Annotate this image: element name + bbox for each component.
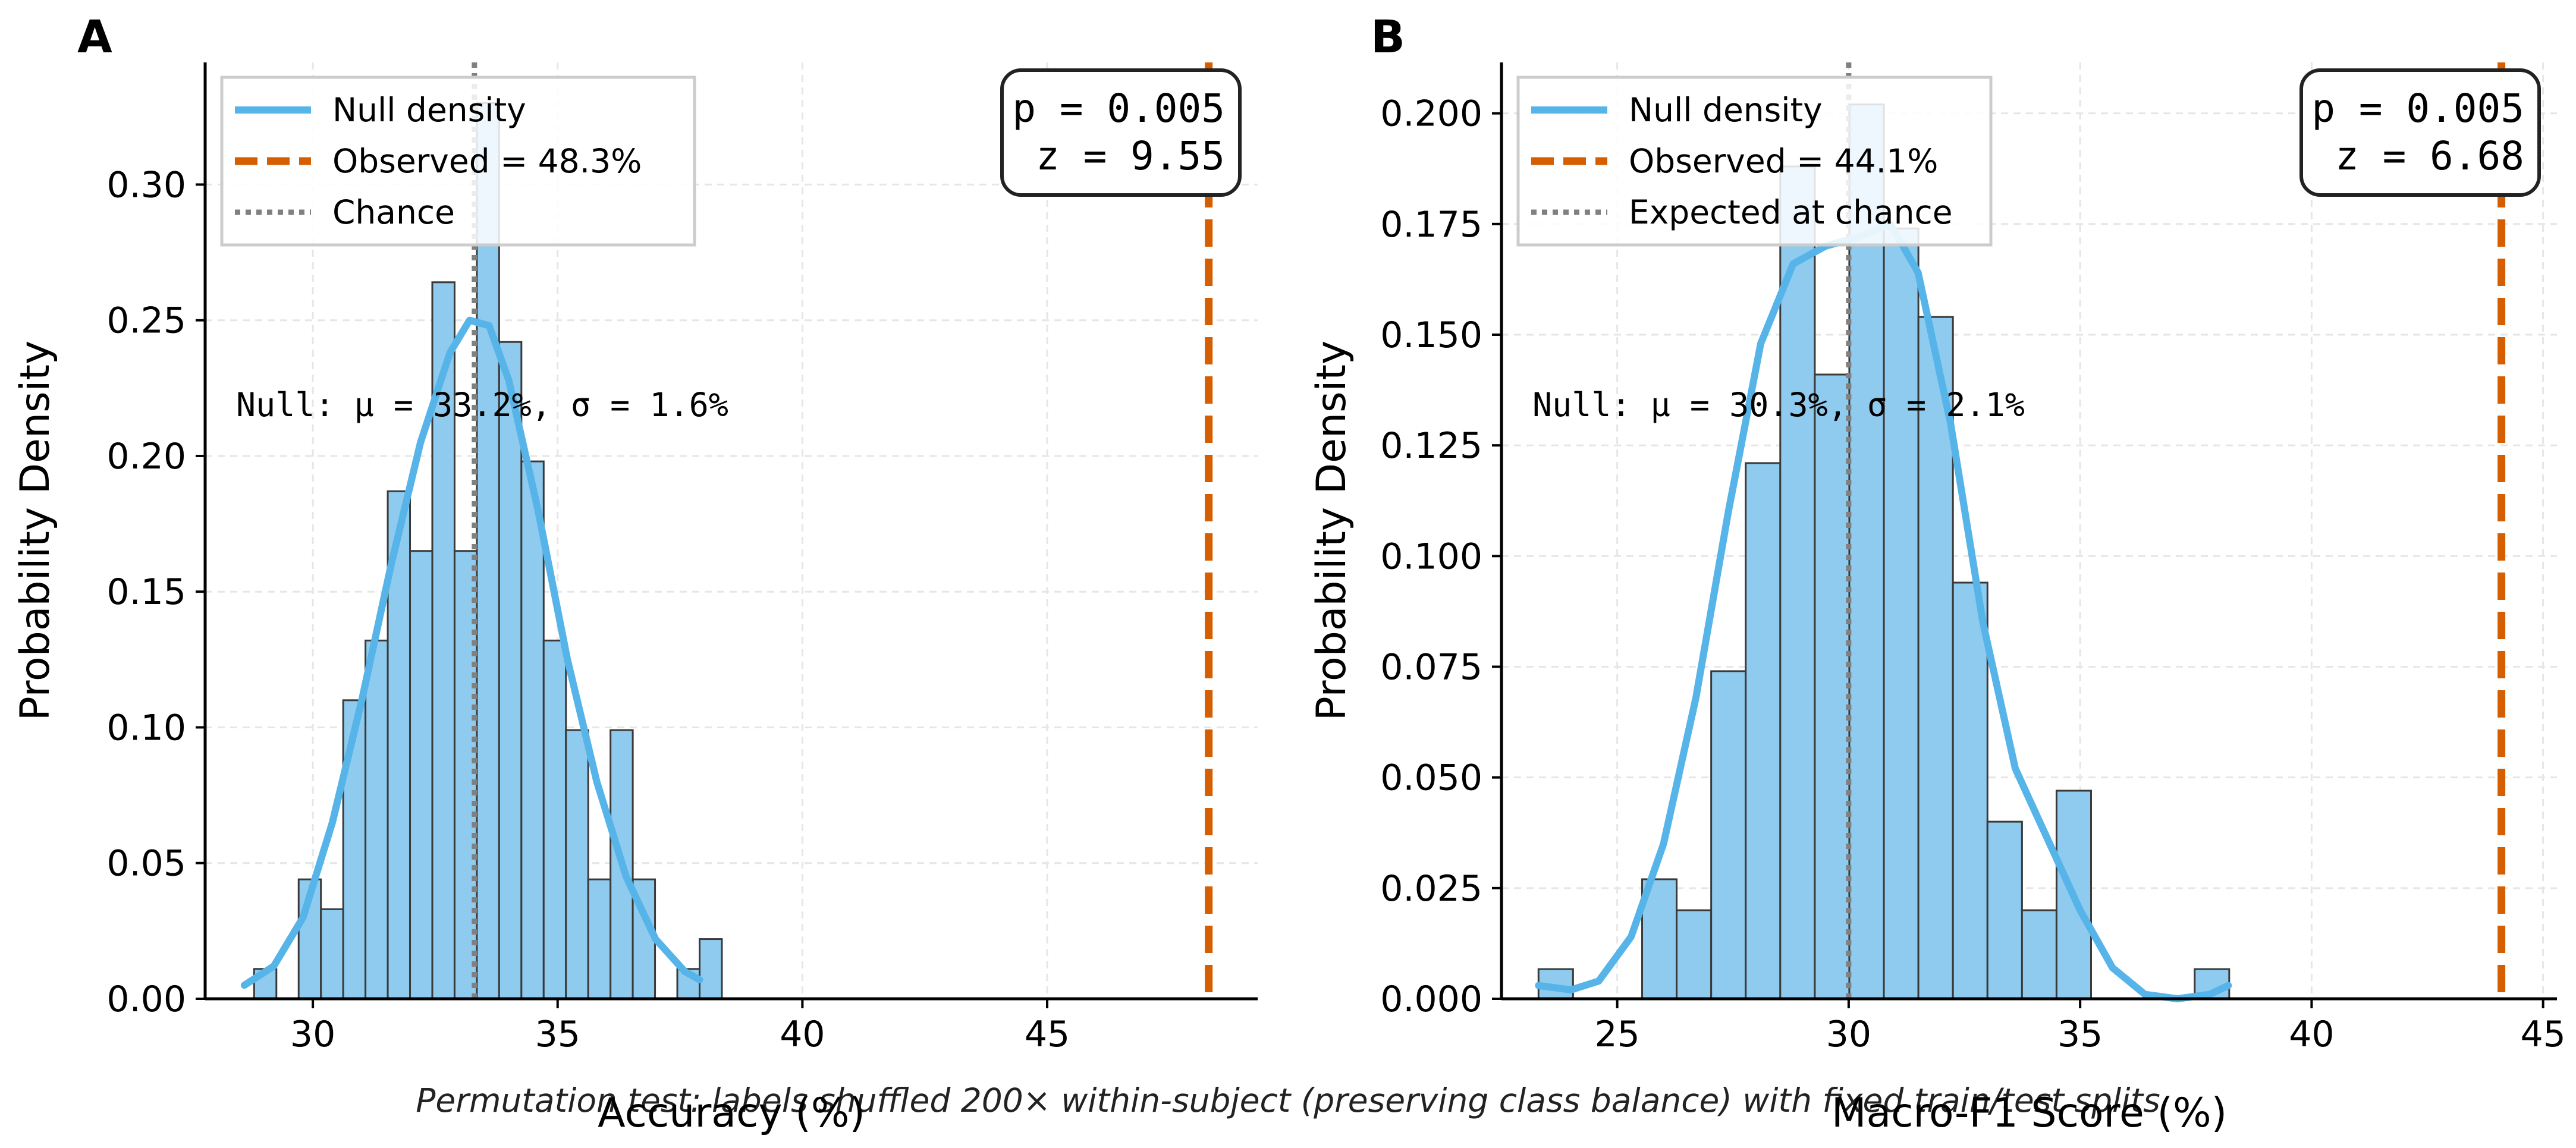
histogram-bar	[365, 639, 389, 1000]
p-value-text: p = 0.005	[1012, 86, 1225, 131]
x-tick-label: 30	[1826, 1014, 1871, 1055]
legend-chance-label: Chance	[332, 193, 455, 231]
legend: Null density Observed = 44.1% Expected at …	[1516, 76, 1993, 247]
y-tick-label: 0.00	[106, 979, 186, 1020]
histogram-bar	[476, 102, 500, 1000]
histogram-bar	[542, 639, 567, 1000]
null-stats-annotation: Null: μ = 33.2%, σ = 1.6%	[236, 386, 728, 424]
y-tick-label: 0.000	[1380, 979, 1482, 1020]
y-axis-label: Probability Density	[1308, 341, 1355, 721]
y-tick-label: 0.050	[1380, 757, 1482, 799]
z-score-text: z = 6.68	[2335, 133, 2524, 179]
histogram-bar	[1883, 227, 1920, 1000]
legend: Null density Observed = 48.3% Chance	[220, 76, 696, 247]
histogram-bar	[520, 460, 545, 1000]
null-density-curve	[240, 316, 703, 989]
y-tick-label: 0.25	[106, 300, 186, 342]
figure-caption: Permutation test: labels shuffled 200× w…	[416, 1081, 2160, 1119]
legend-chance-label: Expected at chance	[1629, 193, 1953, 231]
histogram-bar	[565, 729, 589, 1000]
stats-box-frame	[2299, 68, 2541, 197]
y-tick-label: 0.175	[1380, 204, 1482, 246]
x-tick-label: 40	[2289, 1014, 2334, 1055]
panel-letter: B	[1371, 10, 1405, 63]
histogram-bar	[320, 908, 344, 1000]
y-tick-label: 0.150	[1380, 314, 1482, 356]
panel-b: B 25 30 35 40 45 0.000 0.025 0.050 0.075 0.100 0.12…	[1308, 10, 2566, 1137]
histogram-bar	[2021, 909, 2057, 1000]
y-tick-label: 0.15	[106, 571, 186, 613]
histogram-bar	[2055, 790, 2093, 1000]
y-tick-label: 0.20	[106, 436, 186, 477]
x-tick-label: 30	[290, 1014, 335, 1055]
y-axis-label: Probability Density	[12, 341, 59, 721]
panel-a: A 30 35 40 45 0.00 0.05 0.10 0.15 0.20 0.25 0.30 Acc…	[12, 10, 1258, 1137]
y-tick-label: 0.05	[106, 843, 186, 885]
histogram-bar	[1952, 581, 1988, 1000]
histogram-bar	[1676, 909, 1713, 1000]
legend-density-label: Null density	[1629, 91, 1823, 129]
x-tick-label: 45	[2520, 1014, 2565, 1055]
null-stats-annotation: Null: μ = 30.3%, σ = 2.1%	[1532, 386, 2025, 424]
x-tick-label: 25	[1594, 1014, 1639, 1055]
x-tick-label: 40	[780, 1014, 825, 1055]
legend-observed-label: Observed = 44.1%	[1629, 142, 1938, 180]
x-tick-label: 35	[2057, 1014, 2103, 1055]
histogram-bar	[1814, 373, 1851, 1000]
x-tick-label: 45	[1025, 1014, 1070, 1055]
histogram-bar	[698, 938, 723, 1000]
legend-observed-label: Observed = 48.3%	[332, 142, 642, 180]
panel-letter: A	[77, 10, 112, 63]
y-tick-label: 0.200	[1380, 93, 1482, 135]
histogram-bar	[1779, 165, 1816, 1000]
histogram-bar	[453, 550, 478, 1000]
histogram-bar	[587, 878, 612, 1000]
y-tick-label: 0.30	[106, 164, 186, 206]
y-tick-label: 0.10	[106, 707, 186, 748]
y-tick-label: 0.100	[1380, 536, 1482, 577]
histogram-bar	[1917, 316, 1954, 1000]
p-value-text: p = 0.005	[2311, 86, 2524, 131]
x-axis-label: Macro-F1 Score (%)	[1832, 1090, 2227, 1137]
y-tick-label: 0.125	[1380, 425, 1482, 467]
y-tick-label: 0.075	[1380, 646, 1482, 688]
histogram-bar	[498, 341, 523, 1000]
histogram-bar	[1745, 462, 1782, 1000]
legend-density-label: Null density	[332, 91, 526, 129]
y-tick-label: 0.025	[1380, 868, 1482, 910]
histogram-bar	[1710, 670, 1747, 1000]
stats-box-frame	[1000, 68, 1242, 197]
x-axis-label: Accuracy (%)	[598, 1090, 865, 1137]
x-tick-label: 35	[535, 1014, 580, 1055]
histogram-bar	[1986, 820, 2023, 1000]
z-score-text: z = 9.55	[1036, 133, 1225, 179]
histogram-bar	[409, 550, 433, 1000]
